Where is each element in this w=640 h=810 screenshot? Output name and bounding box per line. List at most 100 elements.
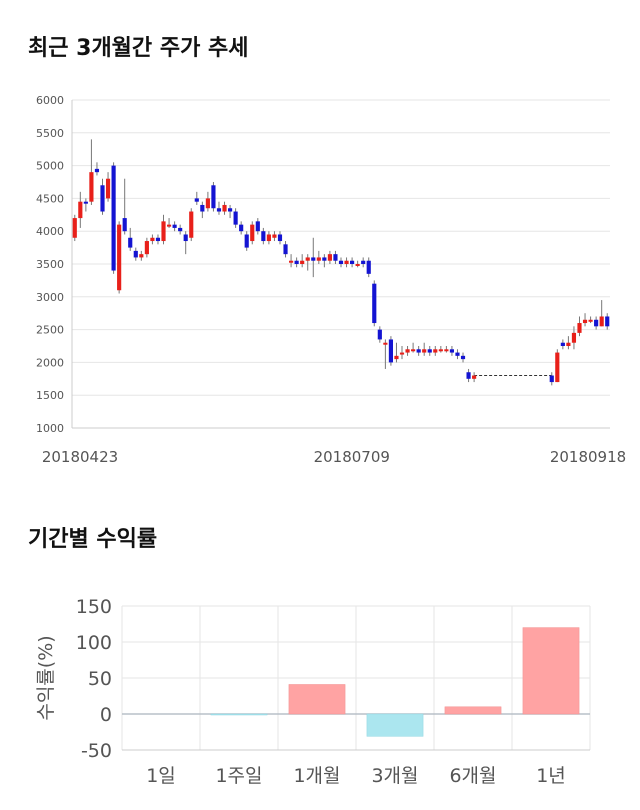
candle-up xyxy=(422,342,427,356)
candle-body xyxy=(178,227,183,232)
candle-body xyxy=(327,254,332,261)
return-bar xyxy=(522,627,580,715)
candle-body xyxy=(577,323,582,333)
x-tick-label: 20180423 xyxy=(42,448,118,466)
candle-body xyxy=(205,198,210,209)
candle-down xyxy=(194,191,199,205)
candle-down xyxy=(388,336,393,366)
candle-down xyxy=(283,241,288,258)
candle-body xyxy=(144,241,149,255)
x-tick-label: 1년 xyxy=(536,765,566,787)
candle-body xyxy=(100,185,105,212)
candle-body xyxy=(311,257,316,261)
candle-down xyxy=(183,231,188,255)
candle-down xyxy=(427,346,432,356)
candle-body xyxy=(72,218,77,238)
x-tick-label: 1개월 xyxy=(293,765,340,787)
candle-body xyxy=(111,165,116,271)
candle-body xyxy=(277,234,283,242)
candle-body xyxy=(361,260,366,264)
candle-body xyxy=(305,257,310,261)
candle-up xyxy=(327,250,332,264)
candle-body xyxy=(272,234,277,238)
candle-down xyxy=(255,218,260,235)
candle-body xyxy=(460,355,466,360)
candle-body xyxy=(244,234,249,248)
candle-down xyxy=(377,326,382,343)
candle-body xyxy=(105,178,111,199)
candle-body xyxy=(239,224,244,232)
candle-down xyxy=(133,247,138,261)
candle-body xyxy=(316,257,321,261)
price-trend-chart: 1000 1500 2000 2500 3000 3500 4000 4500 5000 5500… xyxy=(36,94,626,466)
candle-body xyxy=(355,264,360,266)
candle-down xyxy=(361,257,366,268)
y-tick-label: 6000 xyxy=(36,94,64,107)
return-bar xyxy=(210,713,268,716)
candle-up xyxy=(266,231,271,245)
y-tick-label: 2000 xyxy=(36,356,64,369)
candle-body xyxy=(394,355,399,360)
candle-body xyxy=(289,260,294,263)
candle-body xyxy=(377,329,382,340)
candle-body xyxy=(388,339,393,363)
candle-body xyxy=(449,349,455,353)
candle-body xyxy=(300,260,305,264)
candle-up xyxy=(289,254,294,268)
candle-body xyxy=(422,349,427,353)
candle-body xyxy=(161,221,166,242)
candle-up xyxy=(105,172,111,202)
y-tick-label: 4500 xyxy=(36,192,64,205)
candle-body xyxy=(227,208,233,212)
candle-up xyxy=(344,257,349,268)
candle-body xyxy=(283,244,288,255)
y-tick-label: 5500 xyxy=(36,127,64,140)
candle-down xyxy=(549,372,554,386)
x-tick-label: 1일 xyxy=(146,765,176,787)
candle-body xyxy=(399,352,405,355)
candle-body xyxy=(189,211,194,238)
candle-body xyxy=(566,342,571,346)
candle-body xyxy=(183,234,188,242)
candle-down xyxy=(322,254,327,268)
return-bar xyxy=(444,706,502,715)
candle-body xyxy=(216,208,222,212)
candle-up xyxy=(305,254,310,271)
candle-down xyxy=(261,227,266,245)
candle-body xyxy=(366,260,371,274)
candle-body xyxy=(582,319,588,324)
candle-down xyxy=(311,237,316,278)
candle-down xyxy=(416,346,421,356)
candle-body xyxy=(571,332,577,343)
candle-body xyxy=(194,198,199,202)
y-tick-label: 150 xyxy=(76,596,112,618)
candle-body xyxy=(222,204,227,212)
y-tick-label: 50 xyxy=(88,668,112,690)
candle-down xyxy=(244,231,249,251)
candle-body xyxy=(594,319,599,327)
candle-body xyxy=(433,349,438,353)
y-tick-label: 1500 xyxy=(36,389,64,402)
candle-body xyxy=(350,260,355,264)
candle-down xyxy=(227,204,233,219)
y-tick-label: 2500 xyxy=(36,324,64,337)
x-tick-label: 20180709 xyxy=(314,448,390,466)
candle-up xyxy=(355,260,360,268)
x-tick-label: 20180918 xyxy=(550,448,626,466)
candle-body xyxy=(83,201,88,204)
candle-up xyxy=(189,208,194,242)
candle-body xyxy=(455,352,460,356)
candle-down xyxy=(294,257,299,268)
candle-up xyxy=(117,221,122,294)
y-tick-label: 0 xyxy=(100,704,112,726)
candle-up xyxy=(399,346,405,360)
candle-body xyxy=(560,342,565,346)
candle-down xyxy=(233,208,238,228)
y-tick-label: 5000 xyxy=(36,160,64,173)
candle-up xyxy=(316,250,321,264)
candle-up xyxy=(205,191,210,212)
candle-up xyxy=(582,313,588,327)
x-tick-label: 3개월 xyxy=(371,765,418,787)
candle-body xyxy=(266,234,271,242)
candle-down xyxy=(94,162,100,176)
